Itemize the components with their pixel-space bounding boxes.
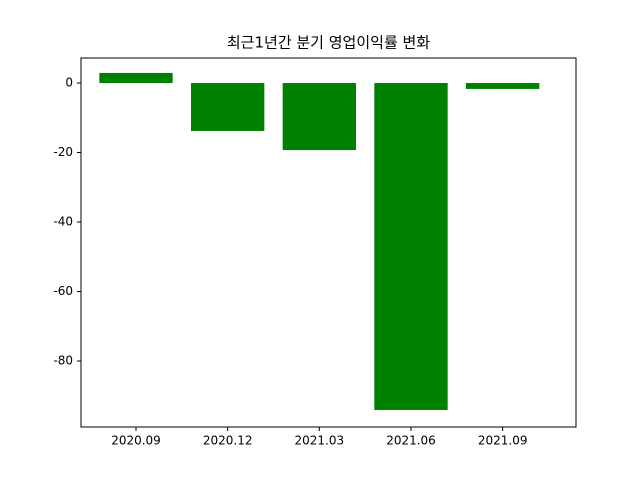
x-tick-label: 2021.06 [386,434,436,448]
y-tick-label: -40 [53,215,73,229]
y-tick-label: -60 [53,284,73,298]
bar [282,83,356,151]
chart-title: 최근1년간 분기 영업이익률 변화 [227,34,430,52]
bar [466,83,540,89]
bar [191,83,265,131]
y-tick-label: -20 [53,145,73,159]
y-tick-label: -80 [53,353,73,367]
x-tick-label: 2021.03 [295,434,345,448]
y-tick-label: 0 [65,76,73,90]
x-tick-label: 2020.09 [111,434,161,448]
x-tick-label: 2021.09 [478,434,528,448]
bar [99,72,173,84]
x-tick-label: 2020.12 [203,434,253,448]
plot-frame [80,57,577,428]
bar [374,83,448,410]
